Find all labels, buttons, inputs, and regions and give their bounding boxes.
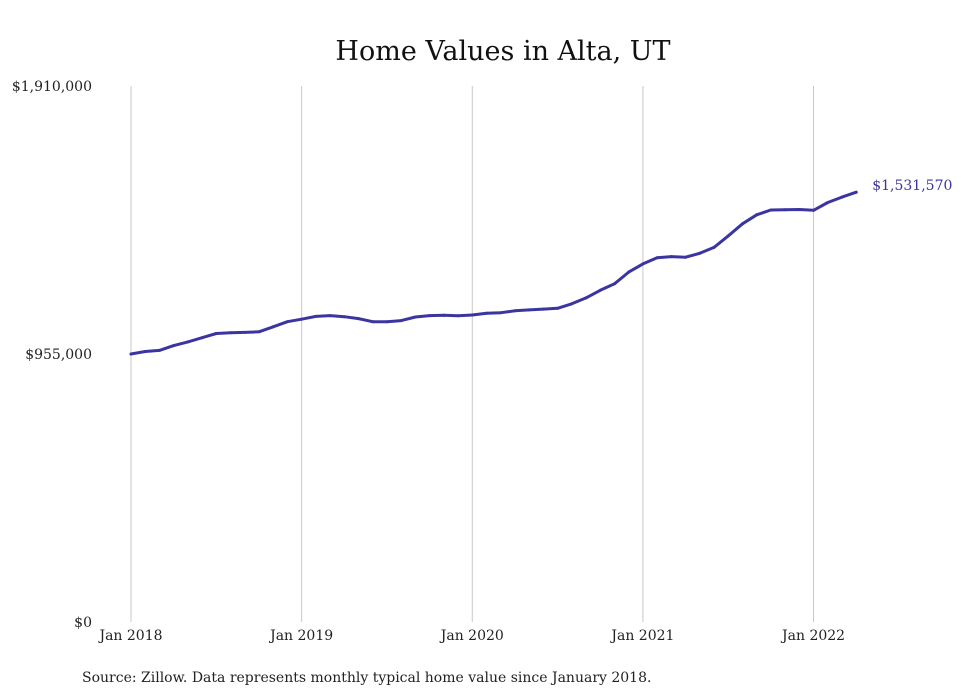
x-tick-label: Jan 2018 xyxy=(97,628,162,644)
data-point xyxy=(129,352,133,356)
end-value-label: $1,531,570 xyxy=(872,178,952,194)
x-tick-label: Jan 2021 xyxy=(609,628,674,644)
data-point xyxy=(513,309,517,313)
data-point xyxy=(584,296,588,300)
data-point xyxy=(627,270,631,274)
data-point xyxy=(385,320,389,324)
data-point xyxy=(527,308,531,312)
data-point xyxy=(712,245,716,249)
data-point xyxy=(470,313,474,317)
data-point xyxy=(413,315,417,319)
data-point xyxy=(442,313,446,317)
data-point xyxy=(172,344,176,348)
data-point xyxy=(826,201,830,204)
data-point xyxy=(285,320,289,324)
y-tick-label: $955,000 xyxy=(25,347,92,363)
data-point xyxy=(456,314,460,318)
data-point xyxy=(342,315,346,319)
x-axis-tick-labels: Jan 2018 Jan 2019 Jan 2020 Jan 2021 Jan 2022 xyxy=(97,628,845,644)
data-point xyxy=(726,234,730,238)
data-point xyxy=(428,314,432,318)
data-point xyxy=(229,331,232,335)
chart-title: Home Values in Alta, UT xyxy=(335,36,670,67)
series-line xyxy=(129,190,858,356)
gridlines xyxy=(130,86,815,622)
data-point xyxy=(143,350,147,353)
data-point xyxy=(328,314,332,318)
data-point xyxy=(556,306,560,310)
data-point xyxy=(485,311,488,315)
data-point xyxy=(300,317,304,321)
data-point xyxy=(698,251,702,255)
data-point xyxy=(598,288,602,292)
data-point xyxy=(812,208,816,212)
data-point xyxy=(655,256,659,260)
data-point xyxy=(797,208,801,211)
data-point xyxy=(854,190,858,194)
source-note: Source: Zillow. Data represents monthly … xyxy=(82,670,651,686)
series-layer: $1,531,570 xyxy=(129,178,952,356)
data-point xyxy=(314,314,318,318)
data-point xyxy=(641,262,645,266)
data-point xyxy=(613,282,616,286)
data-point xyxy=(371,320,375,324)
data-point xyxy=(840,195,844,199)
data-point xyxy=(243,330,247,334)
x-tick-label: Jan 2019 xyxy=(268,628,333,644)
data-point xyxy=(684,255,688,259)
y-axis-tick-labels: $0 $955,000 $1,910,000 xyxy=(12,79,92,631)
data-point xyxy=(769,208,773,212)
data-point xyxy=(541,307,545,311)
data-point xyxy=(214,332,218,335)
data-point xyxy=(157,348,161,352)
y-tick-label: $0 xyxy=(74,615,92,631)
data-point xyxy=(257,330,261,334)
data-point xyxy=(669,255,673,259)
data-point xyxy=(186,340,190,344)
data-point xyxy=(399,319,403,323)
data-point xyxy=(783,208,787,212)
data-point xyxy=(570,302,574,306)
data-point xyxy=(755,213,759,217)
data-point xyxy=(200,336,204,340)
x-tick-label: Jan 2020 xyxy=(439,628,504,644)
data-point xyxy=(741,222,744,226)
data-point xyxy=(499,311,503,315)
x-tick-label: Jan 2022 xyxy=(780,628,845,644)
y-tick-label: $1,910,000 xyxy=(12,79,92,95)
data-point xyxy=(357,317,360,321)
data-point xyxy=(271,325,275,329)
